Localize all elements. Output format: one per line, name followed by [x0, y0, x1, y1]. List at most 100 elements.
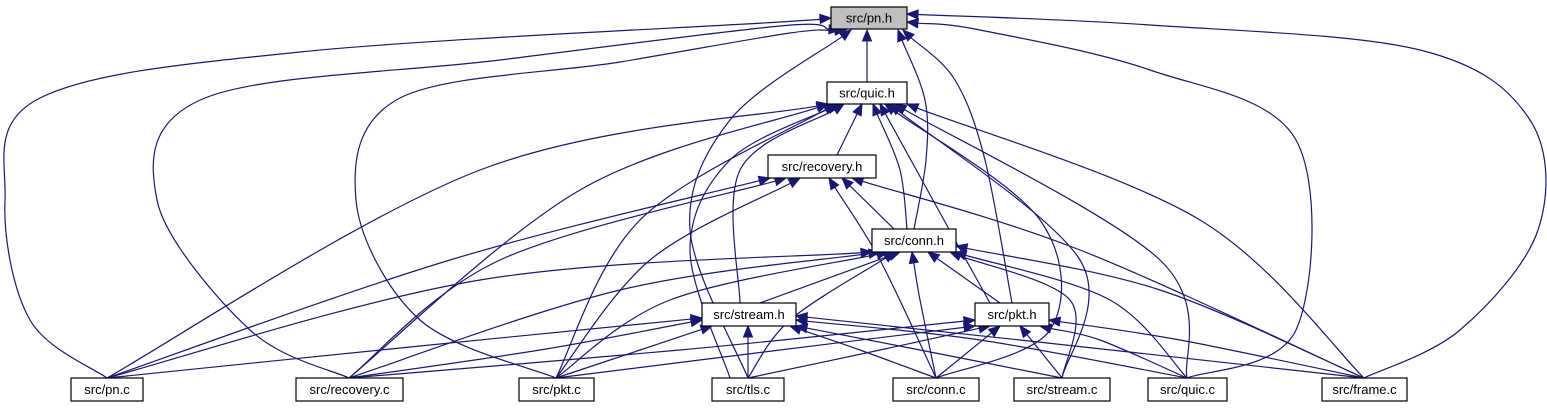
edge-stream-c-to-quic-h [888, 103, 1090, 379]
edge-frame-c-to-conn-h [954, 243, 1365, 379]
node-pn-c[interactable]: src/pn.c [70, 377, 144, 402]
edge-conn-c-to-pkt-h [935, 325, 1002, 379]
edge-pkt-c-to-pkt-h [555, 322, 977, 379]
node-box [871, 228, 957, 253]
edge-recovery-c-to-recovery-h [348, 176, 788, 379]
arrowhead-icon [861, 28, 873, 42]
arrowhead-icon [841, 177, 854, 190]
node-box [701, 302, 797, 327]
edge-stream-c-to-stream-h [794, 323, 1063, 379]
node-recovery-h[interactable]: src/recovery.h [767, 154, 877, 179]
node-box [892, 377, 980, 402]
arrowhead-icon [893, 103, 908, 115]
arrowhead-icon [879, 102, 891, 117]
node-conn-h[interactable]: src/conn.h [871, 228, 957, 253]
arrowhead-icon [888, 103, 903, 116]
edge-pkt-c-to-quic-h [555, 103, 837, 379]
arrowhead-icon [838, 29, 853, 42]
arrowhead-icon [905, 18, 920, 29]
arrowhead-icon [787, 177, 802, 189]
node-box [974, 302, 1050, 327]
edge-stream-h-to-conn-h [759, 251, 902, 304]
node-box [70, 377, 144, 402]
edge-conn-h-to-pn-h [897, 28, 929, 230]
node-stream-c[interactable]: src/stream.c [1013, 377, 1111, 402]
arrowhead-icon [819, 13, 833, 25]
edge-tls-c-to-pkt-h [747, 323, 992, 379]
edge-frame-c-to-recovery-h [850, 176, 1365, 379]
edge-recovery-c-to-quic-h [348, 102, 830, 379]
arrowhead-icon [794, 312, 808, 323]
node-label: src/recovery.h [782, 159, 863, 174]
edge-pkt-h-to-conn-h [926, 251, 1001, 304]
arrowhead-icon [926, 251, 941, 263]
edge-frame-c-to-pkt-h [1047, 316, 1365, 379]
edge-conn-h-to-quic-h [872, 102, 908, 230]
node-label: src/pn.h [846, 11, 892, 26]
edge-recovery-c-to-stream-h [348, 316, 704, 379]
arrowhead-icon [872, 102, 883, 117]
arrowhead-icon [954, 243, 969, 254]
node-tls-c[interactable]: src/tls.c [711, 377, 785, 402]
arrowhead-icon [1019, 324, 1032, 339]
edge-conn-c-to-recovery-h [828, 176, 937, 379]
edge-pkt-h-to-quic-h [879, 102, 991, 304]
node-quic-c[interactable]: src/quic.c [1147, 377, 1228, 402]
node-label: src/stream.h [713, 307, 785, 322]
node-quic-h[interactable]: src/quic.h [826, 81, 908, 105]
edge-quic-c-to-quic-h [893, 103, 1191, 379]
arrowhead-icon [1047, 316, 1062, 327]
node-box [711, 377, 785, 402]
edge-pkt-c-to-recovery-h [555, 177, 802, 379]
node-label: src/quic.h [839, 86, 895, 101]
node-label: src/frame.c [1332, 382, 1397, 397]
node-box [767, 154, 877, 179]
node-frame-c[interactable]: src/frame.c [1321, 377, 1408, 402]
edge-frame-c-to-pn-h [905, 9, 1547, 379]
node-box [830, 6, 908, 30]
arrowhead-icon [689, 316, 704, 328]
edge-stream-c-to-pkt-h [1019, 324, 1063, 379]
edge-conn-h-to-recovery-h [841, 177, 895, 230]
edge-quic-c-to-pn-h [905, 18, 1313, 379]
edge-quic-h-to-pn-h [861, 28, 873, 82]
node-box [518, 377, 595, 402]
arrowhead-icon [860, 247, 874, 259]
arrowhead-icon [882, 251, 897, 263]
edge-pn-c-to-pn-h [3, 13, 833, 379]
arrowhead-icon [742, 324, 754, 338]
node-label: src/pn.c [84, 382, 130, 397]
node-label: src/pkt.c [532, 382, 581, 397]
node-box [826, 81, 908, 105]
node-pkt-h[interactable]: src/pkt.h [974, 302, 1050, 327]
edge-conn-c-to-conn-h [908, 250, 937, 379]
arrowhead-icon [852, 102, 863, 117]
node-stream-h[interactable]: src/stream.h [701, 302, 797, 327]
edge-pn-c-to-recovery-h [106, 175, 772, 379]
arrowhead-icon [757, 175, 772, 186]
node-recovery-c[interactable]: src/recovery.c [295, 377, 404, 402]
edge-frame-c-to-stream-h [794, 312, 1365, 379]
node-box [295, 377, 404, 402]
node-label: src/conn.c [906, 382, 966, 397]
node-label: src/stream.c [1027, 382, 1098, 397]
node-conn-c[interactable]: src/conn.c [892, 377, 980, 402]
node-label: src/tls.c [726, 382, 771, 397]
arrowhead-icon [987, 325, 1002, 338]
arrowhead-icon [897, 28, 908, 43]
edge-frame-c-to-quic-h [905, 103, 1365, 379]
arrowhead-icon [962, 322, 977, 333]
node-box [1013, 377, 1111, 402]
arrowhead-icon [908, 250, 920, 265]
arrowhead-icon [794, 323, 809, 334]
node-pkt-c[interactable]: src/pkt.c [518, 377, 595, 402]
arrowhead-icon [905, 9, 919, 20]
node-pn-h: src/pn.h [830, 6, 908, 30]
arrowhead-icon [902, 29, 915, 42]
edge-pkt-h-to-pn-h [902, 29, 1013, 304]
node-label: src/quic.c [1160, 382, 1215, 397]
arrowhead-icon [828, 176, 840, 191]
arrowhead-icon [953, 250, 968, 261]
edge-recovery-c-to-pkt-h [348, 315, 977, 379]
